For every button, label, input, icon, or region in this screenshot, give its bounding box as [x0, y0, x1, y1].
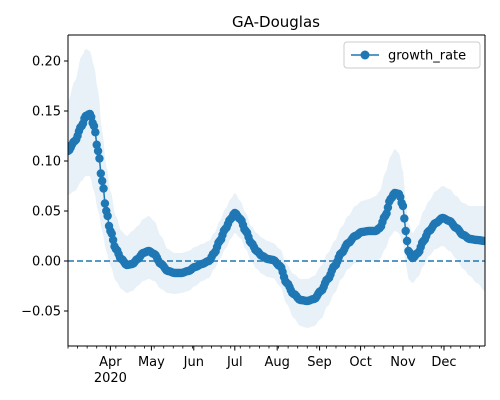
data-point — [480, 236, 485, 246]
legend-box — [343, 41, 481, 69]
data-point — [108, 235, 118, 245]
y-tick-label: 0.20 — [32, 55, 61, 70]
x-tick-label: Jun — [183, 355, 204, 370]
data-point — [100, 199, 110, 208]
data-point — [91, 128, 100, 137]
x-tick-label: May — [138, 355, 165, 370]
legend: growth_rate — [343, 41, 481, 69]
data-point — [89, 121, 99, 131]
legend-label-growth-rate: growth_rate — [388, 49, 466, 64]
x-tick-label: Oct — [349, 355, 371, 370]
x-tick-label: Sep — [307, 355, 332, 370]
x-tick-label: Dec — [431, 355, 456, 370]
data-point — [99, 184, 108, 193]
y-tick-label: 0.10 — [32, 155, 61, 170]
confidence-band — [68, 49, 485, 328]
x-tick-label: Aug — [264, 355, 289, 370]
confidence-band-layer — [68, 49, 485, 328]
x-tick-label: Nov — [390, 355, 416, 370]
data-point — [96, 169, 106, 178]
data-point — [103, 211, 112, 221]
chart-title: GA-Douglas — [232, 13, 320, 31]
data-point — [92, 140, 101, 149]
data-point — [95, 154, 104, 163]
data-point — [93, 146, 103, 156]
y-tick-label: −0.05 — [21, 305, 61, 320]
y-tick-label: 0.15 — [32, 105, 61, 120]
x-tick-label: Jul — [226, 355, 243, 370]
legend-point-marker — [360, 50, 370, 60]
data-point — [401, 226, 410, 236]
data-point — [398, 201, 408, 211]
data-point — [97, 176, 107, 186]
x-tick-year-label: 2020 — [94, 371, 127, 386]
x-tick-label: Apr — [99, 355, 122, 370]
data-point — [107, 229, 116, 238]
data-point — [402, 236, 412, 246]
series-layer — [68, 109, 485, 306]
data-point — [400, 214, 409, 223]
y-tick-label: 0.05 — [32, 205, 61, 220]
y-tick-label: 0.00 — [32, 255, 61, 270]
